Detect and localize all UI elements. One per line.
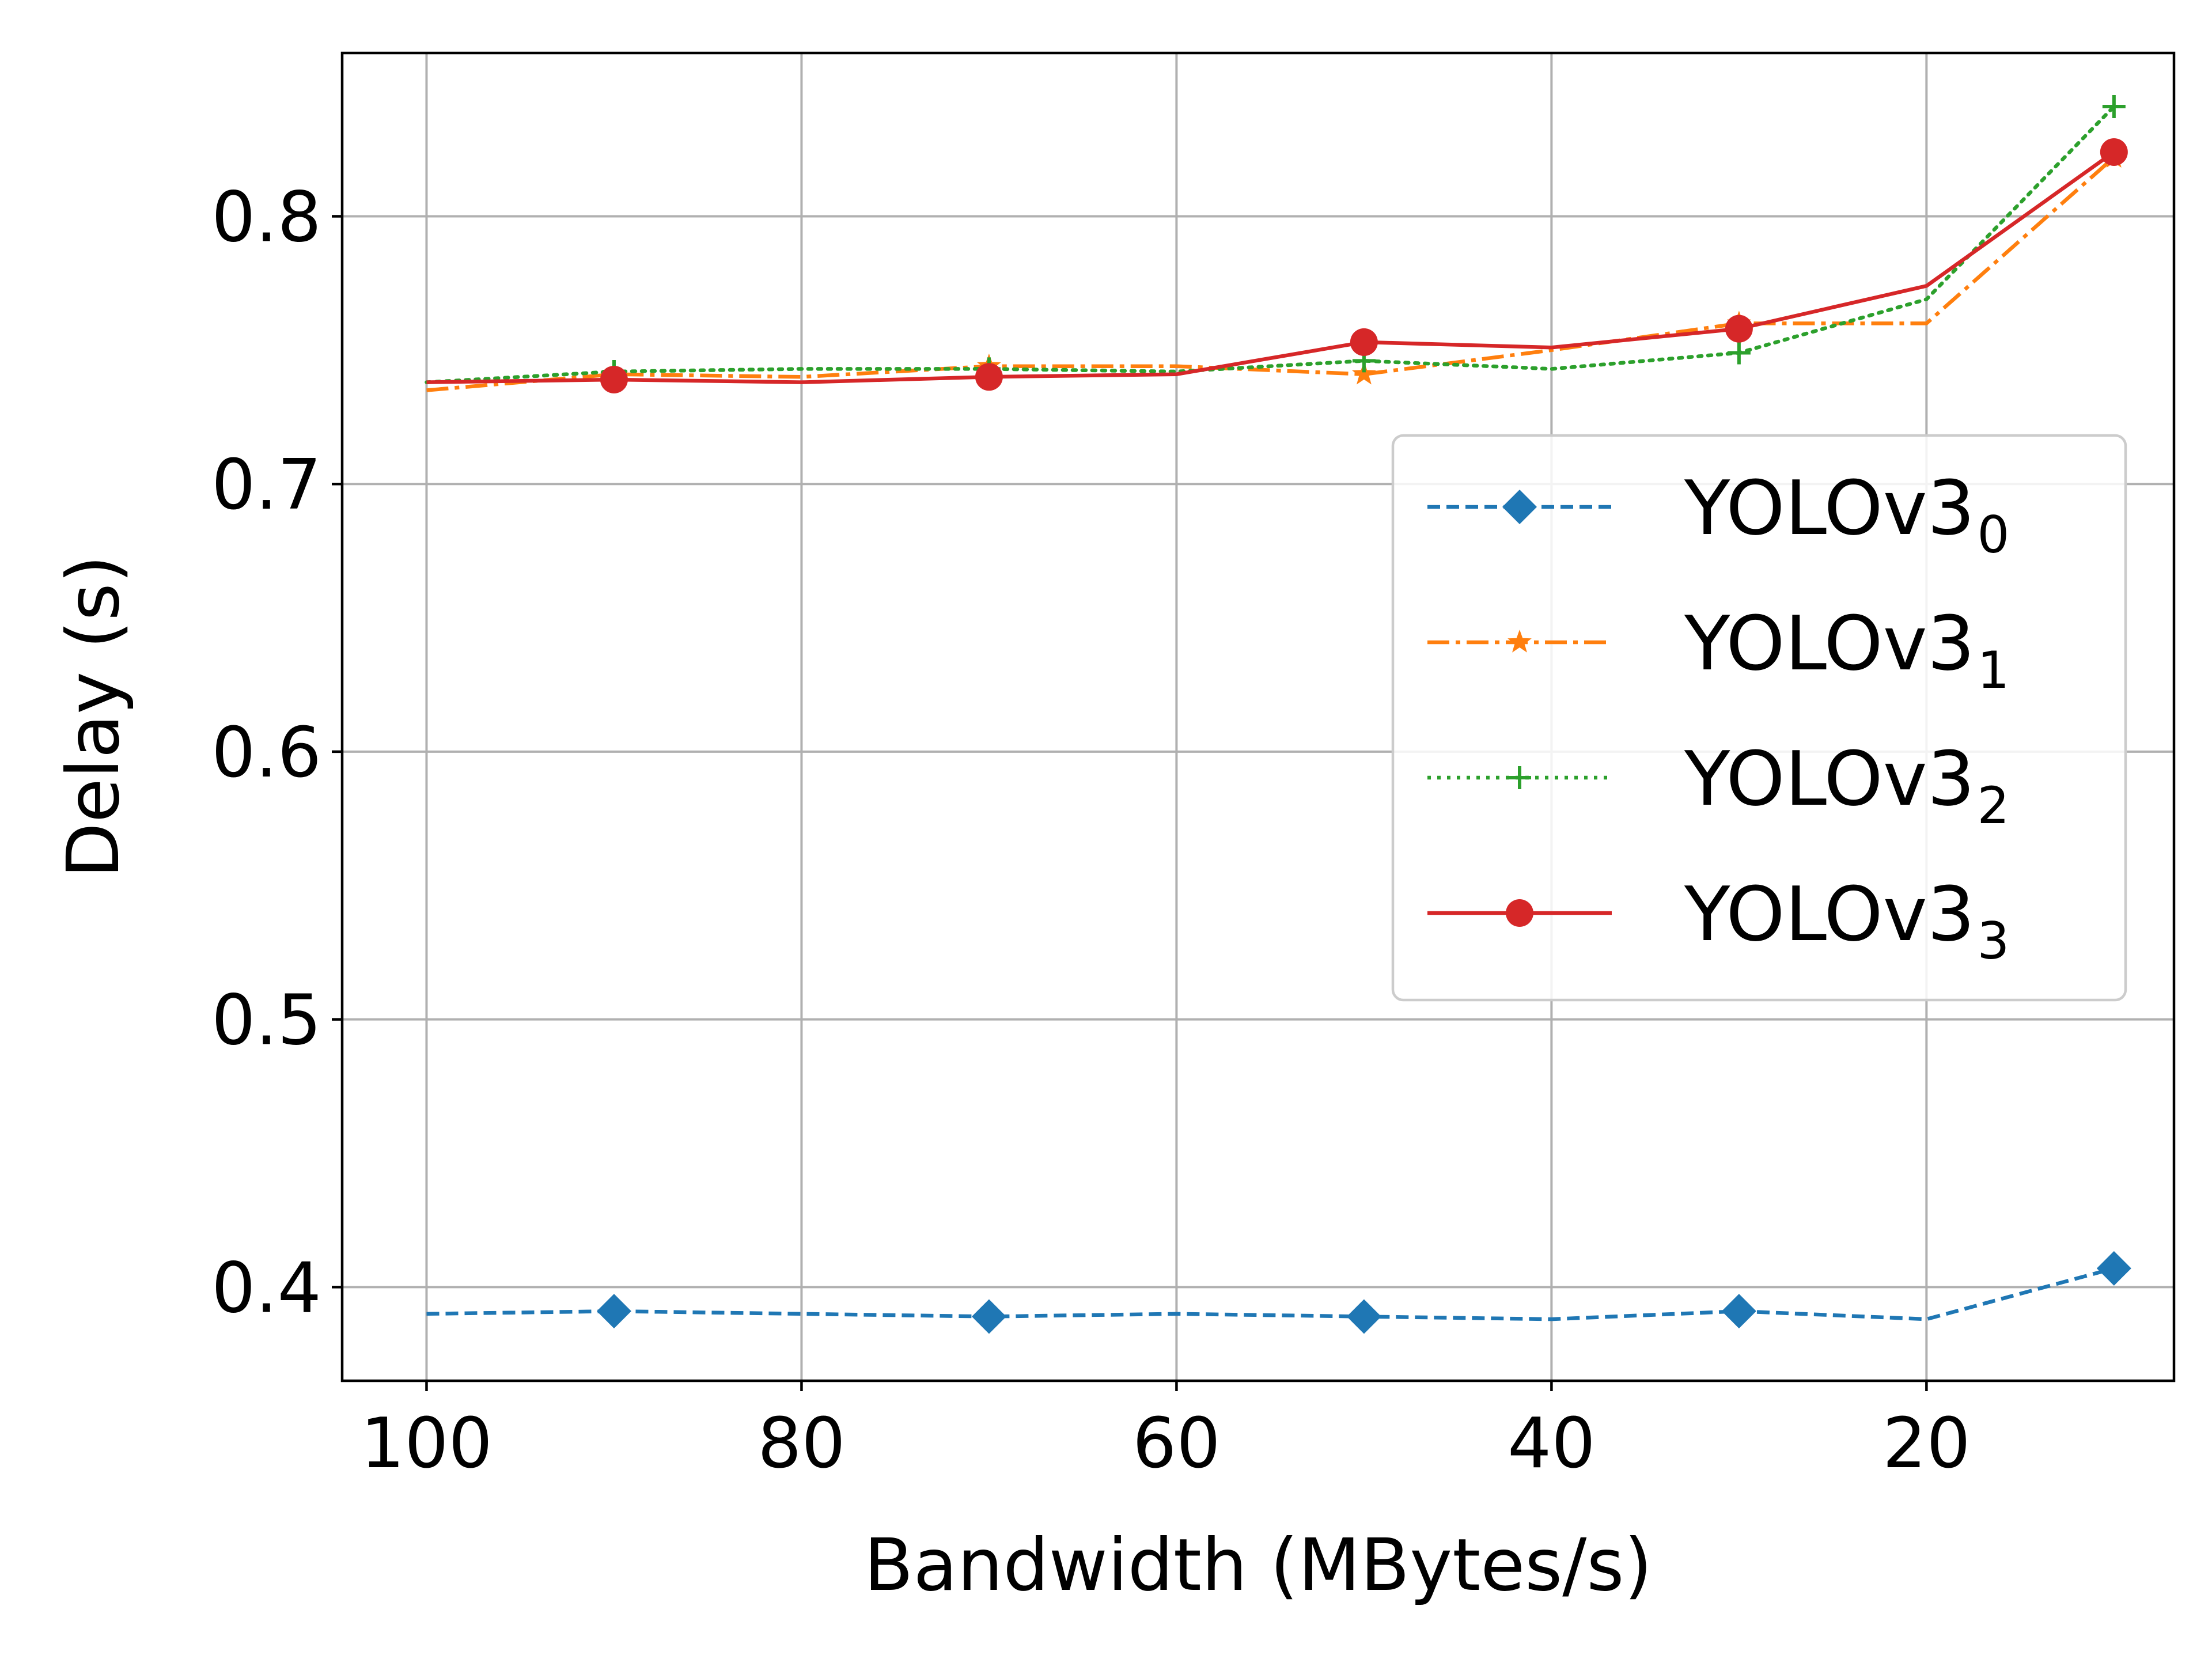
data-point: [2096, 1251, 2131, 1286]
data-point: [600, 365, 628, 393]
series-line: [426, 156, 2115, 392]
legend-series-name: YOLOv3: [1684, 735, 1975, 823]
data-point: [1725, 315, 1753, 343]
x-tick-label: 60: [1132, 1404, 1221, 1484]
legend-series-name: YOLOv3: [1684, 600, 1975, 687]
series-YOLOv31: [426, 145, 2126, 392]
data-point: [1352, 361, 1376, 385]
data-point: [1727, 341, 1751, 365]
data-point: [1350, 328, 1378, 356]
data-point: [2100, 138, 2128, 166]
legend-entry: YOLOv30: [1427, 464, 2009, 565]
series-YOLOv30: [426, 1251, 2131, 1334]
data-point: [1721, 1294, 1756, 1329]
legend-entry: YOLOv31: [1427, 600, 2009, 700]
data-point: [2102, 94, 2126, 118]
x-axis-label: Bandwidth (MBytes/s): [864, 1524, 1653, 1607]
x-tick-label: 20: [1883, 1404, 1971, 1484]
series-line: [425, 104, 2116, 384]
x-tick-label: 40: [1508, 1404, 1596, 1484]
y-tick-label: 0.5: [211, 981, 321, 1061]
x-tick-label: 80: [757, 1404, 846, 1484]
legend-marker: [1502, 490, 1537, 524]
axis-ticks: 100 80 60 40 20 0.4 0.5 0.6 0.7 0.8: [211, 177, 1971, 1484]
legend-series-subscript: 3: [1977, 911, 2009, 971]
data-point: [596, 1294, 631, 1329]
legend-label: YOLOv33: [1684, 870, 2009, 971]
legend-series-subscript: 0: [1977, 505, 2009, 565]
data-point: [1346, 1299, 1381, 1334]
legend-marker: [1508, 766, 1531, 789]
y-tick-label: 0.7: [211, 445, 321, 525]
series-lines: [425, 94, 2131, 1334]
legend-label: YOLOv31: [1684, 600, 2009, 700]
series-line: [426, 150, 2115, 384]
y-tick-label: 0.4: [211, 1248, 321, 1328]
legend-marker: [1508, 630, 1532, 653]
x-tick-label: 100: [361, 1404, 493, 1484]
legend-entry: YOLOv33: [1427, 870, 2009, 971]
data-point: [975, 363, 1003, 391]
y-tick-label: 0.6: [211, 713, 321, 793]
legend-series-subscript: 2: [1977, 776, 2009, 835]
data-point: [971, 1299, 1006, 1334]
legend-marker: [1506, 899, 1533, 927]
series-line: [426, 1266, 2115, 1321]
series-YOLOv33: [426, 138, 2128, 393]
legend-box: [1391, 434, 2127, 1002]
y-axis-label: Delay (s): [52, 555, 135, 878]
legend-series-name: YOLOv3: [1684, 870, 1975, 958]
legend-entry: YOLOv32: [1427, 735, 2009, 835]
legend-series-name: YOLOv3: [1684, 464, 1975, 552]
plot-frame: [340, 51, 2176, 1382]
y-tick-label: 0.8: [211, 177, 321, 257]
legend-label: YOLOv32: [1684, 735, 2009, 835]
legend-series-subscript: 1: [1977, 641, 2009, 700]
series-YOLOv32: [425, 94, 2126, 384]
legend-label: YOLOv30: [1684, 464, 2009, 565]
